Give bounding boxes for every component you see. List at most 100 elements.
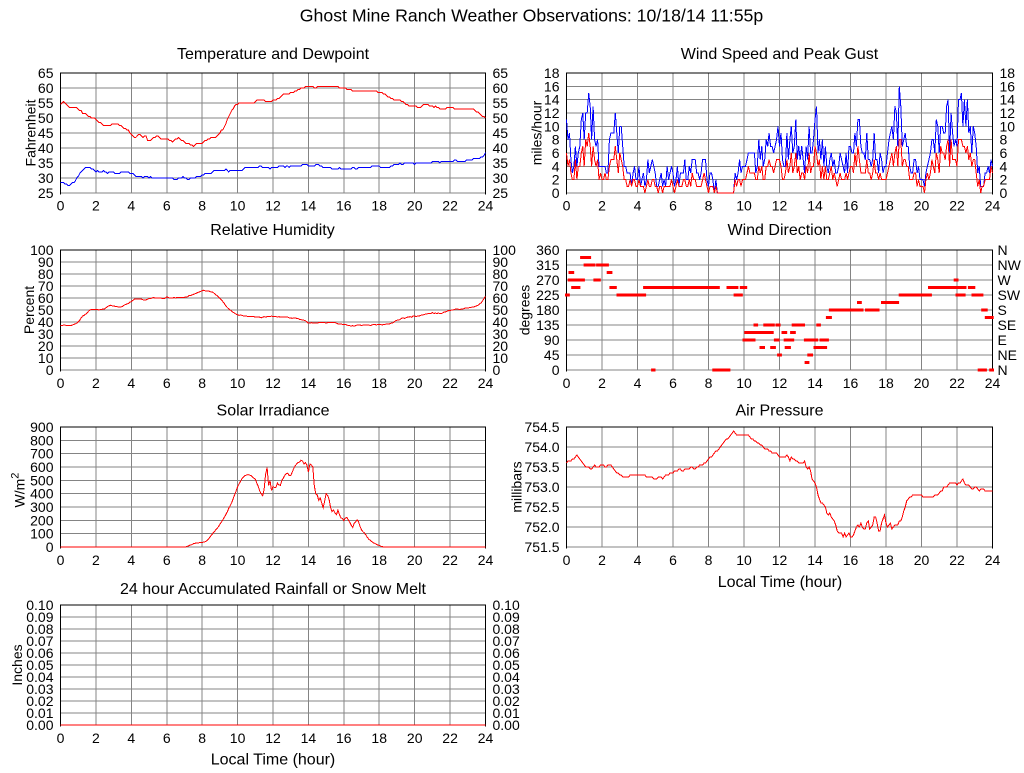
svg-text:18: 18: [544, 65, 560, 81]
svg-text:24: 24: [478, 730, 494, 746]
svg-text:2: 2: [92, 375, 100, 391]
svg-text:22: 22: [949, 197, 965, 213]
svg-text:18: 18: [878, 375, 894, 391]
svg-text:55: 55: [493, 95, 509, 111]
svg-text:0.03: 0.03: [26, 681, 53, 697]
svg-text:60: 60: [493, 80, 509, 96]
svg-text:6: 6: [552, 145, 560, 161]
svg-text:8: 8: [198, 730, 206, 746]
svg-text:6: 6: [669, 197, 677, 213]
svg-text:0.05: 0.05: [493, 657, 520, 673]
svg-text:360: 360: [536, 242, 560, 258]
svg-text:0.02: 0.02: [26, 693, 53, 709]
svg-text:6: 6: [669, 552, 677, 568]
svg-text:10: 10: [493, 350, 509, 366]
svg-text:45: 45: [544, 347, 560, 363]
svg-text:90: 90: [38, 254, 54, 270]
svg-text:24: 24: [985, 375, 1001, 391]
svg-text:0.07: 0.07: [493, 633, 520, 649]
svg-text:NE: NE: [998, 347, 1017, 363]
svg-text:10: 10: [230, 197, 246, 213]
svg-text:10: 10: [230, 375, 246, 391]
svg-text:0.02: 0.02: [493, 693, 520, 709]
svg-text:2: 2: [598, 552, 606, 568]
svg-text:Inches: Inches: [9, 644, 25, 685]
svg-text:752.0: 752.0: [524, 519, 559, 535]
svg-text:4: 4: [1000, 158, 1008, 174]
svg-text:Local Time (hour): Local Time (hour): [718, 574, 843, 591]
svg-text:0: 0: [552, 185, 560, 201]
svg-text:12: 12: [544, 105, 560, 121]
svg-text:10: 10: [230, 730, 246, 746]
svg-text:20: 20: [493, 338, 509, 354]
svg-text:90: 90: [544, 332, 560, 348]
svg-text:270: 270: [536, 272, 560, 288]
svg-text:16: 16: [336, 375, 352, 391]
svg-text:8: 8: [552, 132, 560, 148]
svg-text:4: 4: [127, 552, 135, 568]
svg-text:90: 90: [493, 254, 509, 270]
svg-text:4: 4: [127, 375, 135, 391]
svg-text:Percent: Percent: [21, 286, 37, 334]
svg-text:24: 24: [985, 552, 1001, 568]
svg-text:12: 12: [1000, 105, 1016, 121]
svg-text:752.5: 752.5: [524, 499, 559, 515]
svg-text:40: 40: [38, 140, 54, 156]
svg-text:55: 55: [38, 95, 54, 111]
svg-text:20: 20: [407, 197, 423, 213]
svg-text:6: 6: [163, 375, 171, 391]
svg-text:22: 22: [949, 552, 965, 568]
svg-text:40: 40: [493, 314, 509, 330]
svg-text:20: 20: [407, 375, 423, 391]
svg-text:18: 18: [371, 375, 387, 391]
svg-text:14: 14: [1000, 92, 1016, 108]
svg-text:Temperature and Dewpoint: Temperature and Dewpoint: [177, 46, 370, 63]
svg-text:0: 0: [46, 539, 54, 555]
svg-text:20: 20: [407, 552, 423, 568]
svg-text:0.09: 0.09: [493, 609, 520, 625]
svg-text:18: 18: [371, 730, 387, 746]
svg-text:0: 0: [563, 552, 571, 568]
svg-text:0.04: 0.04: [26, 669, 53, 685]
svg-text:754.0: 754.0: [524, 439, 559, 455]
svg-text:8: 8: [198, 197, 206, 213]
svg-text:0.06: 0.06: [493, 645, 520, 661]
svg-text:0.07: 0.07: [26, 633, 53, 649]
svg-text:22: 22: [442, 552, 458, 568]
svg-text:16: 16: [1000, 78, 1016, 94]
svg-text:14: 14: [544, 92, 560, 108]
svg-text:12: 12: [772, 552, 788, 568]
svg-text:0: 0: [57, 730, 65, 746]
svg-text:8: 8: [705, 197, 713, 213]
svg-text:900: 900: [30, 419, 54, 435]
svg-text:70: 70: [493, 278, 509, 294]
svg-text:Wind Speed and Peak Gust: Wind Speed and Peak Gust: [681, 46, 879, 63]
svg-text:degrees: degrees: [517, 285, 533, 336]
svg-text:24 hour Accumulated Rainfall o: 24 hour Accumulated Rainfall or Snow Mel…: [120, 581, 426, 598]
svg-text:Fahrenheit: Fahrenheit: [23, 99, 39, 166]
svg-text:N: N: [998, 242, 1008, 258]
svg-text:80: 80: [493, 266, 509, 282]
svg-text:8: 8: [198, 375, 206, 391]
svg-text:4: 4: [127, 730, 135, 746]
svg-text:2: 2: [92, 730, 100, 746]
svg-text:14: 14: [807, 197, 823, 213]
svg-text:22: 22: [949, 375, 965, 391]
svg-text:10: 10: [544, 118, 560, 134]
svg-text:753.0: 753.0: [524, 479, 559, 495]
svg-text:50: 50: [38, 110, 54, 126]
svg-text:Ghost Mine Ranch Weather Obser: Ghost Mine Ranch Weather Observations: 1…: [300, 6, 764, 26]
svg-text:20: 20: [914, 197, 930, 213]
svg-text:Relative Humidity: Relative Humidity: [210, 222, 334, 239]
svg-text:50: 50: [38, 302, 54, 318]
svg-text:10: 10: [736, 197, 752, 213]
svg-text:16: 16: [843, 197, 859, 213]
svg-text:60: 60: [38, 80, 54, 96]
svg-text:50: 50: [493, 110, 509, 126]
svg-text:W/m2: W/m2: [10, 473, 28, 508]
svg-text:25: 25: [493, 185, 509, 201]
svg-text:200: 200: [30, 512, 54, 528]
svg-text:60: 60: [38, 290, 54, 306]
svg-text:0.05: 0.05: [26, 657, 53, 673]
svg-text:6: 6: [163, 552, 171, 568]
